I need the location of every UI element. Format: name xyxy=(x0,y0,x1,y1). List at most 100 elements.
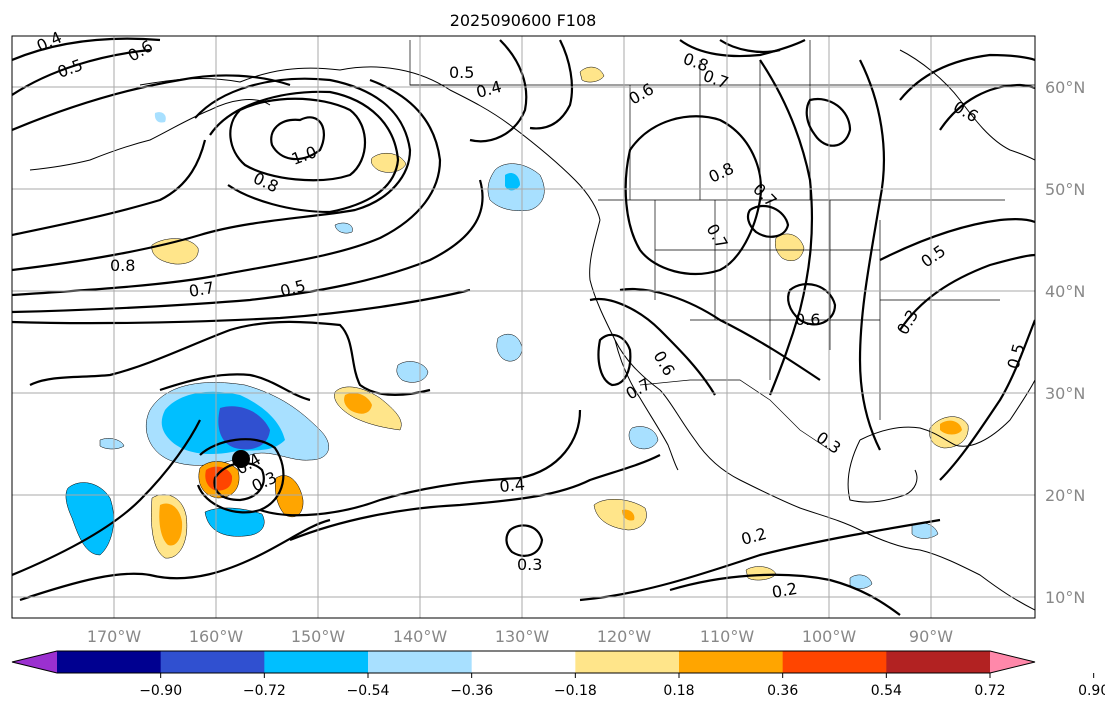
contour-line xyxy=(858,59,885,451)
contour-line xyxy=(759,59,814,396)
contour-label: 0.4 xyxy=(499,475,526,496)
shade-red-core xyxy=(205,466,233,491)
contour-label: 0.7 xyxy=(187,278,215,301)
colorbar-outline xyxy=(11,650,1036,674)
contour-line xyxy=(196,438,285,514)
shade-orange-south xyxy=(159,503,183,546)
shade-yellow-north2 xyxy=(579,66,605,83)
colorbar-tick-label: 0.72 xyxy=(974,683,1005,699)
shaded-anomalies xyxy=(65,66,969,589)
colorbar-tick-label: 0.90 xyxy=(1078,683,1105,699)
contour-line xyxy=(939,319,1035,481)
coast-alaska xyxy=(139,66,601,221)
shade-blue-dark xyxy=(218,406,270,450)
contour-label: 0.3 xyxy=(517,555,542,574)
shade-blue-small3 xyxy=(99,438,125,450)
colorbar: −0.90 −0.72 −0.54 −0.36 −0.18 0.18 0.36 0.54 0.7… xyxy=(11,650,1105,699)
contour-line xyxy=(679,39,806,58)
contour-line xyxy=(12,139,207,237)
contour-line xyxy=(209,90,400,214)
contour-line xyxy=(259,409,582,517)
contour-label: 0.2 xyxy=(770,579,798,602)
contour-line xyxy=(879,218,1035,261)
contour-line xyxy=(899,53,1035,101)
contour-line xyxy=(12,77,412,272)
lon-label: 120°W xyxy=(597,627,652,646)
map-frame xyxy=(11,35,1036,619)
contour-line xyxy=(12,419,201,577)
lon-label: 150°W xyxy=(291,627,346,646)
colorbar-segment xyxy=(782,651,887,673)
contour-line xyxy=(746,204,790,238)
contour-line xyxy=(12,288,471,325)
colorbar-tick-label: 0.36 xyxy=(767,683,798,699)
shade-yellow-mexico xyxy=(593,499,647,531)
contour-label: 0.8 xyxy=(110,256,135,275)
lat-label: 60°N xyxy=(1045,78,1085,97)
colorbar-tick-label: −0.72 xyxy=(243,683,286,699)
colorbar-segment xyxy=(886,651,991,673)
colorbar-tick-label: −0.90 xyxy=(139,683,182,699)
shade-blue-small5 xyxy=(628,426,659,450)
colorbar-segment xyxy=(264,651,369,673)
colorbar-tick-label: 0.54 xyxy=(871,683,902,699)
latitude-labels: 60°N 50°N 40°N 30°N 20°N 10°N xyxy=(1045,78,1085,607)
shade-blue-bc2 xyxy=(505,173,520,191)
colorbar-extend-min xyxy=(12,651,57,673)
colorbar-tick-label: −0.36 xyxy=(450,683,493,699)
colorbar-segment xyxy=(368,651,473,673)
lat-label: 30°N xyxy=(1045,384,1085,403)
coast-yucatan xyxy=(847,439,918,503)
colorbar-segment xyxy=(160,651,265,673)
figure-title: 2025090600 F108 xyxy=(450,11,597,30)
contour-line xyxy=(12,37,161,62)
shade-yellow-plains xyxy=(775,233,805,261)
contour-line xyxy=(529,39,574,130)
colorbar-segment xyxy=(575,651,680,673)
contour-line xyxy=(505,524,544,557)
lon-label: 170°W xyxy=(87,627,142,646)
lon-label: 90°W xyxy=(909,627,953,646)
contour-line xyxy=(597,333,632,387)
coast-baja xyxy=(614,339,679,471)
colorbar-tick-label: 0.18 xyxy=(663,683,694,699)
lat-label: 40°N xyxy=(1045,282,1085,301)
contour-line xyxy=(19,518,331,602)
contours xyxy=(12,37,1035,616)
lon-label: 130°W xyxy=(495,627,550,646)
lat-label: 50°N xyxy=(1045,180,1085,199)
contour-line xyxy=(719,39,781,54)
contour-line xyxy=(270,116,325,161)
contour-line xyxy=(12,78,442,297)
contour-line xyxy=(787,283,837,326)
lat-label: 20°N xyxy=(1045,486,1085,505)
coast-gulf xyxy=(859,379,1035,447)
colorbar-segment xyxy=(57,651,162,673)
colorbar-tick-label: −0.18 xyxy=(554,683,597,699)
shade-blue-ak xyxy=(154,112,166,123)
contour-line xyxy=(469,39,528,143)
contour-line xyxy=(669,573,901,616)
contour-line xyxy=(12,74,291,132)
coast-aleutians xyxy=(29,99,271,171)
colorbar-segment xyxy=(471,651,576,673)
shade-blue-west xyxy=(65,482,114,556)
contour-line xyxy=(229,97,367,182)
contour-line xyxy=(899,253,1035,331)
contour-line xyxy=(624,115,762,275)
contour-line xyxy=(579,518,941,602)
colorbar-extend-max xyxy=(990,651,1035,673)
graticule xyxy=(12,36,1035,618)
shade-orange-gulf xyxy=(940,420,962,435)
contour-line xyxy=(589,297,716,396)
lat-label: 10°N xyxy=(1045,588,1085,607)
colorbar-tick-label: −0.54 xyxy=(347,683,390,699)
border-us-mexico xyxy=(639,379,831,451)
shade-blue-south xyxy=(204,507,265,537)
lon-label: 160°W xyxy=(189,627,244,646)
lon-label: 140°W xyxy=(393,627,448,646)
coast-westcoast xyxy=(589,219,1035,611)
contour-line xyxy=(805,97,852,147)
colorbar-segment xyxy=(679,651,784,673)
